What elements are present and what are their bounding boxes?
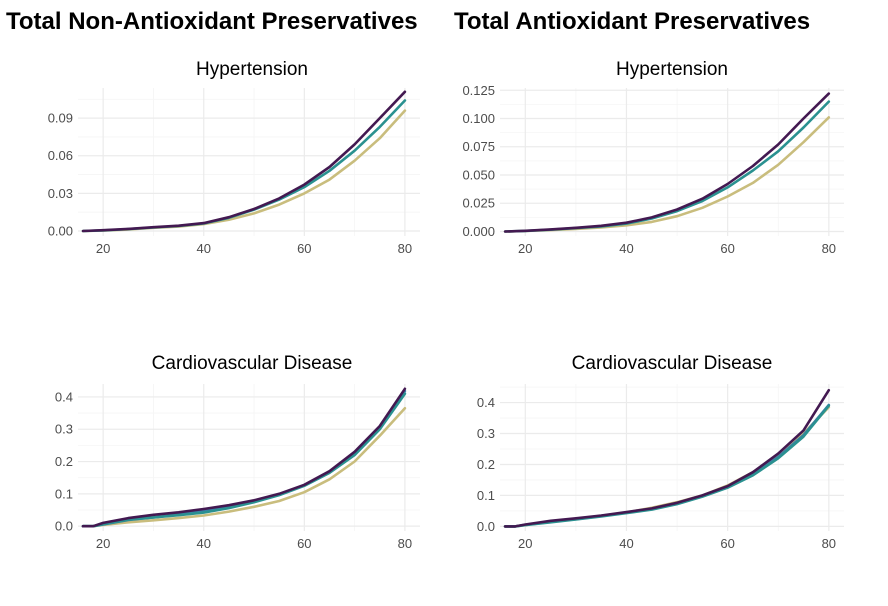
x-tick-label: 60 bbox=[720, 536, 734, 551]
series-line-1 bbox=[81, 406, 407, 528]
y-tick-label: 0.000 bbox=[462, 224, 495, 239]
y-tick-label: 0.050 bbox=[462, 167, 495, 182]
y-tick-label: 0.03 bbox=[48, 186, 73, 201]
panel-title: Cardiovascular Disease bbox=[152, 353, 353, 374]
y-tick-label: 0.100 bbox=[462, 111, 495, 126]
y-tick-label: 0.075 bbox=[462, 139, 495, 154]
column-title-non-antioxidant: Total Non-Antioxidant Preservatives bbox=[6, 8, 418, 35]
y-tick-label: 0.00 bbox=[48, 223, 73, 238]
panel-title: Cardiovascular Disease bbox=[572, 353, 773, 374]
series-line-3 bbox=[503, 388, 831, 528]
y-tick-label: 0.2 bbox=[55, 454, 73, 469]
y-tick-label: 0.4 bbox=[55, 389, 73, 404]
x-tick-label: 80 bbox=[822, 536, 836, 551]
chart-panel-3: 20 40 60 80 0.0 0.1 0.2 0.3 0.4 Cardiovascular Di… bbox=[55, 353, 420, 551]
series-line-2 bbox=[81, 392, 407, 528]
chart-panel-2: 20 40 60 80 0.000 0.025 0.050 0.075 0.100 0.125 Hy… bbox=[462, 59, 844, 256]
series-line-2 bbox=[503, 404, 831, 528]
x-tick-label: 40 bbox=[197, 536, 211, 551]
y-tick-label: 0.4 bbox=[477, 395, 495, 410]
x-tick-label: 80 bbox=[398, 536, 412, 551]
series-line-3 bbox=[81, 90, 407, 233]
x-tick-label: 20 bbox=[96, 241, 110, 256]
y-tick-label: 0.06 bbox=[48, 148, 73, 163]
series-line-3 bbox=[81, 387, 407, 528]
x-tick-label: 20 bbox=[96, 536, 110, 551]
series-line-4 bbox=[503, 403, 831, 528]
x-tick-label: 20 bbox=[518, 241, 532, 256]
column-title-antioxidant: Total Antioxidant Preservatives bbox=[454, 8, 810, 35]
chart-panel-4: 20 40 60 80 0.0 0.1 0.2 0.3 0.4 Cardiovascular Di… bbox=[477, 353, 844, 551]
x-tick-label: 40 bbox=[619, 241, 633, 256]
chart-panels: 20 40 60 80 0.00 0.03 0.06 0.09 Hypertension 20 40… bbox=[48, 59, 844, 551]
y-tick-label: 0.0 bbox=[477, 519, 495, 534]
x-tick-label: 20 bbox=[518, 536, 532, 551]
y-tick-label: 0.1 bbox=[55, 486, 73, 501]
x-tick-label: 60 bbox=[720, 241, 734, 256]
x-tick-label: 60 bbox=[297, 241, 311, 256]
series-line-3 bbox=[503, 92, 831, 233]
y-tick-label: 0.0 bbox=[55, 519, 73, 534]
panel-title: Hypertension bbox=[616, 59, 728, 80]
y-tick-label: 0.1 bbox=[477, 488, 495, 503]
x-tick-label: 80 bbox=[822, 241, 836, 256]
series-line-1 bbox=[503, 405, 831, 528]
panel-title: Hypertension bbox=[196, 59, 308, 80]
x-tick-label: 40 bbox=[619, 536, 633, 551]
x-tick-label: 80 bbox=[398, 241, 412, 256]
y-tick-label: 0.09 bbox=[48, 111, 73, 126]
y-tick-label: 0.3 bbox=[55, 422, 73, 437]
x-tick-label: 60 bbox=[297, 536, 311, 551]
y-tick-label: 0.125 bbox=[462, 83, 495, 98]
chart-panel-1: 20 40 60 80 0.00 0.03 0.06 0.09 Hypertension bbox=[48, 59, 420, 256]
y-tick-label: 0.2 bbox=[477, 457, 495, 472]
y-tick-label: 0.025 bbox=[462, 196, 495, 211]
x-tick-label: 40 bbox=[197, 241, 211, 256]
y-tick-label: 0.3 bbox=[477, 426, 495, 441]
